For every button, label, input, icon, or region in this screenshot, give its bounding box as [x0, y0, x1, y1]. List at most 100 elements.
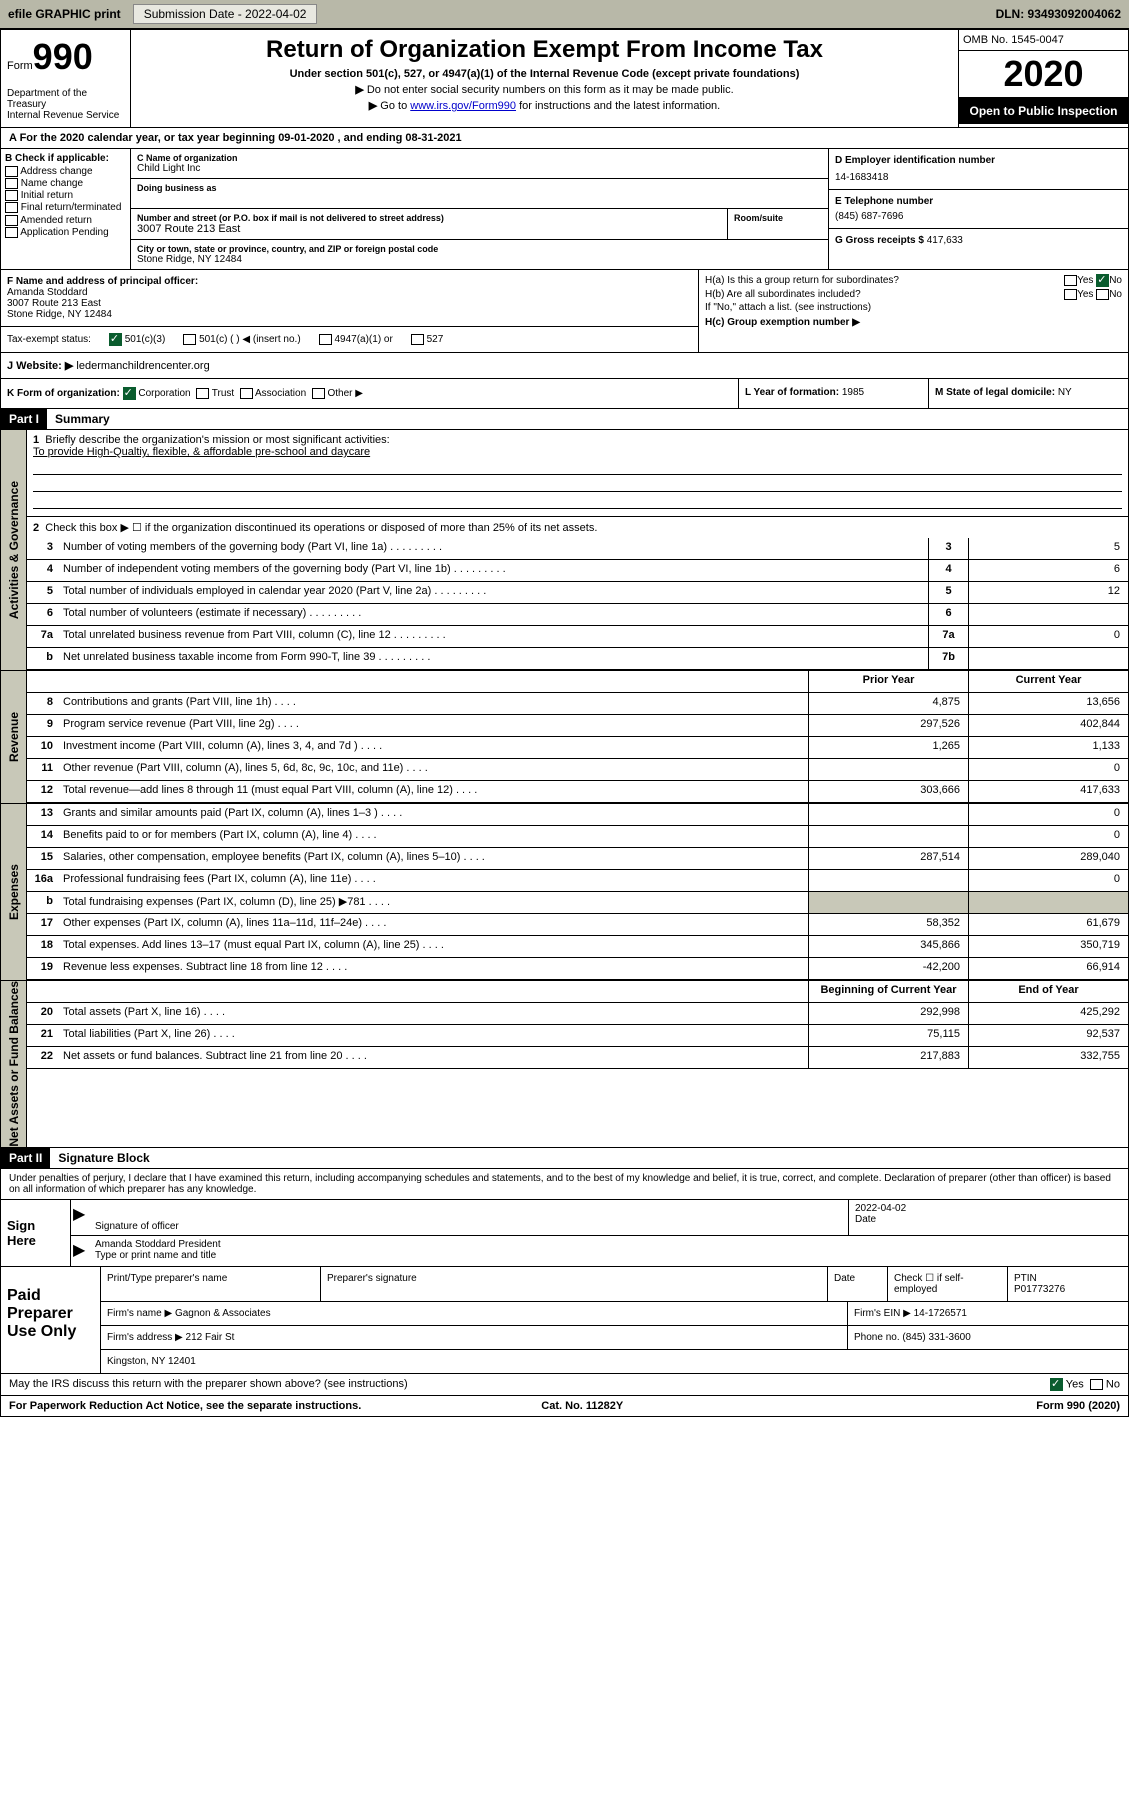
gross-value: 417,633 — [927, 235, 963, 246]
submission-date-button[interactable]: Submission Date - 2022-04-02 — [133, 4, 318, 24]
signature-label: Signature of officer — [95, 1221, 842, 1232]
discuss-row: May the IRS discuss this return with the… — [1, 1374, 1128, 1396]
footer-left: For Paperwork Reduction Act Notice, see … — [9, 1400, 361, 1412]
discuss-yes[interactable] — [1050, 1378, 1063, 1391]
section-expenses: Expenses 13Grants and similar amounts pa… — [1, 803, 1128, 980]
discuss-text: May the IRS discuss this return with the… — [9, 1378, 1050, 1390]
table-row: 16aProfessional fundraising fees (Part I… — [27, 870, 1128, 892]
table-row: 19Revenue less expenses. Subtract line 1… — [27, 958, 1128, 980]
room-label: Room/suite — [734, 213, 822, 223]
instr-goto-post: for instructions and the latest informat… — [516, 100, 720, 112]
revenue-header: Prior Year Current Year — [27, 671, 1128, 693]
org-name: Child Light Inc — [137, 163, 822, 174]
city-label: City or town, state or province, country… — [137, 244, 822, 254]
sign-date-label: Date — [855, 1214, 1122, 1225]
table-row: 18Total expenses. Add lines 13–17 (must … — [27, 936, 1128, 958]
table-row: 4Number of independent voting members of… — [27, 560, 1128, 582]
table-row: 11Other revenue (Part VIII, column (A), … — [27, 759, 1128, 781]
section-b: B Check if applicable: Address change Na… — [1, 149, 131, 269]
table-row: 12Total revenue—add lines 8 through 11 (… — [27, 781, 1128, 803]
table-row: bNet unrelated business taxable income f… — [27, 648, 1128, 670]
signer-name-label: Type or print name and title — [95, 1250, 1122, 1261]
omb-number: OMB No. 1545-0047 — [959, 30, 1128, 51]
side-label-expenses: Expenses — [1, 804, 27, 980]
street-value: 3007 Route 213 East — [137, 223, 721, 235]
form-word: Form — [7, 60, 33, 72]
street-label: Number and street (or P.O. box if mail i… — [137, 213, 721, 223]
ein-label: D Employer identification number — [835, 155, 1122, 166]
city-value: Stone Ridge, NY 12484 — [137, 254, 822, 265]
prep-date-header: Date — [828, 1267, 888, 1301]
line2-text: Check this box ▶ ☐ if the organization d… — [45, 522, 597, 534]
signer-name: Amanda Stoddard President — [95, 1239, 1122, 1250]
row-j-website: J Website: ▶ ledermanchildrencenter.org — [1, 353, 1128, 379]
row-l: L Year of formation: 1985 — [738, 379, 928, 408]
table-row: 17Other expenses (Part IX, column (A), l… — [27, 914, 1128, 936]
table-row: 9Program service revenue (Part VIII, lin… — [27, 715, 1128, 737]
subtitle: Under section 501(c), 527, or 4947(a)(1)… — [139, 68, 950, 80]
discuss-no[interactable] — [1090, 1379, 1103, 1390]
ha-no[interactable] — [1096, 274, 1109, 287]
chk-other[interactable] — [312, 388, 325, 399]
chk-name-change[interactable] — [5, 178, 18, 189]
table-row: 3Number of voting members of the governi… — [27, 538, 1128, 560]
header-left: Form 990 Department of the TreasuryInter… — [1, 30, 131, 127]
section-revenue: Revenue Prior Year Current Year 8Contrib… — [1, 670, 1128, 803]
table-row: 7aTotal unrelated business revenue from … — [27, 626, 1128, 648]
row-m: M State of legal domicile: NY — [928, 379, 1128, 408]
chk-4947[interactable] — [319, 334, 332, 345]
chk-corporation[interactable] — [123, 387, 136, 400]
table-row: 8Contributions and grants (Part VIII, li… — [27, 693, 1128, 715]
table-row: 10Investment income (Part VIII, column (… — [27, 737, 1128, 759]
instructions-link[interactable]: www.irs.gov/Form990 — [410, 100, 516, 112]
chk-final-return[interactable] — [5, 202, 18, 213]
table-row: 5Total number of individuals employed in… — [27, 582, 1128, 604]
part2-badge: Part II — [1, 1148, 50, 1168]
officer-street: 3007 Route 213 East — [7, 298, 692, 309]
footer-mid: Cat. No. 11282Y — [541, 1400, 623, 1412]
header-center: Return of Organization Exempt From Incom… — [131, 30, 958, 127]
prep-name-header: Print/Type preparer's name — [101, 1267, 321, 1301]
mission-text: To provide High-Qualtiy, flexible, & aff… — [33, 446, 370, 458]
efile-label: efile GRAPHIC print — [8, 7, 121, 21]
ha-label: H(a) Is this a group return for subordin… — [705, 275, 1064, 286]
phone-value: (845) 687-7696 — [835, 211, 1122, 222]
hb-label: H(b) Are all subordinates included? — [705, 289, 1064, 300]
section-de: D Employer identification number 14-1683… — [828, 149, 1128, 269]
hb-no[interactable] — [1096, 289, 1109, 300]
paid-preparer-label: Paid Preparer Use Only — [1, 1267, 101, 1373]
firm-name: Gagnon & Associates — [175, 1308, 271, 1319]
hb-yes[interactable] — [1064, 289, 1077, 300]
chk-trust[interactable] — [196, 388, 209, 399]
table-row: 20Total assets (Part X, line 16) . . . .… — [27, 1003, 1128, 1025]
line1-label: Briefly describe the organization's miss… — [45, 434, 389, 446]
website-label: J Website: ▶ — [7, 360, 73, 372]
part2-title: Signature Block — [50, 1148, 157, 1168]
instr-goto-pre: Go to — [380, 100, 410, 112]
chk-address-change[interactable] — [5, 166, 18, 177]
ha-yes[interactable] — [1064, 275, 1077, 286]
chk-501c[interactable] — [183, 334, 196, 345]
org-name-label: C Name of organization — [137, 153, 822, 163]
chk-amended[interactable] — [5, 215, 18, 226]
triangle-icon: ▶ — [71, 1236, 89, 1264]
dba-label: Doing business as — [137, 183, 822, 193]
section-h: H(a) Is this a group return for subordin… — [698, 270, 1128, 352]
chk-initial-return[interactable] — [5, 190, 18, 201]
top-toolbar: efile GRAPHIC print Submission Date - 20… — [0, 0, 1129, 29]
part1-badge: Part I — [1, 409, 47, 429]
firm-city: Kingston, NY 12401 — [101, 1350, 1128, 1373]
tax-year: 2020 — [959, 51, 1128, 98]
chk-application-pending[interactable] — [5, 227, 18, 238]
chk-association[interactable] — [240, 388, 253, 399]
footer-right: Form 990 (2020) — [1036, 1400, 1120, 1412]
chk-501c3[interactable] — [109, 333, 122, 346]
sign-date-value: 2022-04-02 — [855, 1203, 1122, 1214]
side-label-governance: Activities & Governance — [1, 430, 27, 670]
section-governance: Activities & Governance 1 Briefly descri… — [1, 430, 1128, 670]
firm-phone-label: Phone no. — [854, 1332, 900, 1343]
department-label: Department of the TreasuryInternal Reven… — [7, 88, 124, 121]
ptin-value: P01773276 — [1014, 1284, 1122, 1295]
part1-header-row: Part I Summary — [1, 409, 1128, 430]
chk-527[interactable] — [411, 334, 424, 345]
